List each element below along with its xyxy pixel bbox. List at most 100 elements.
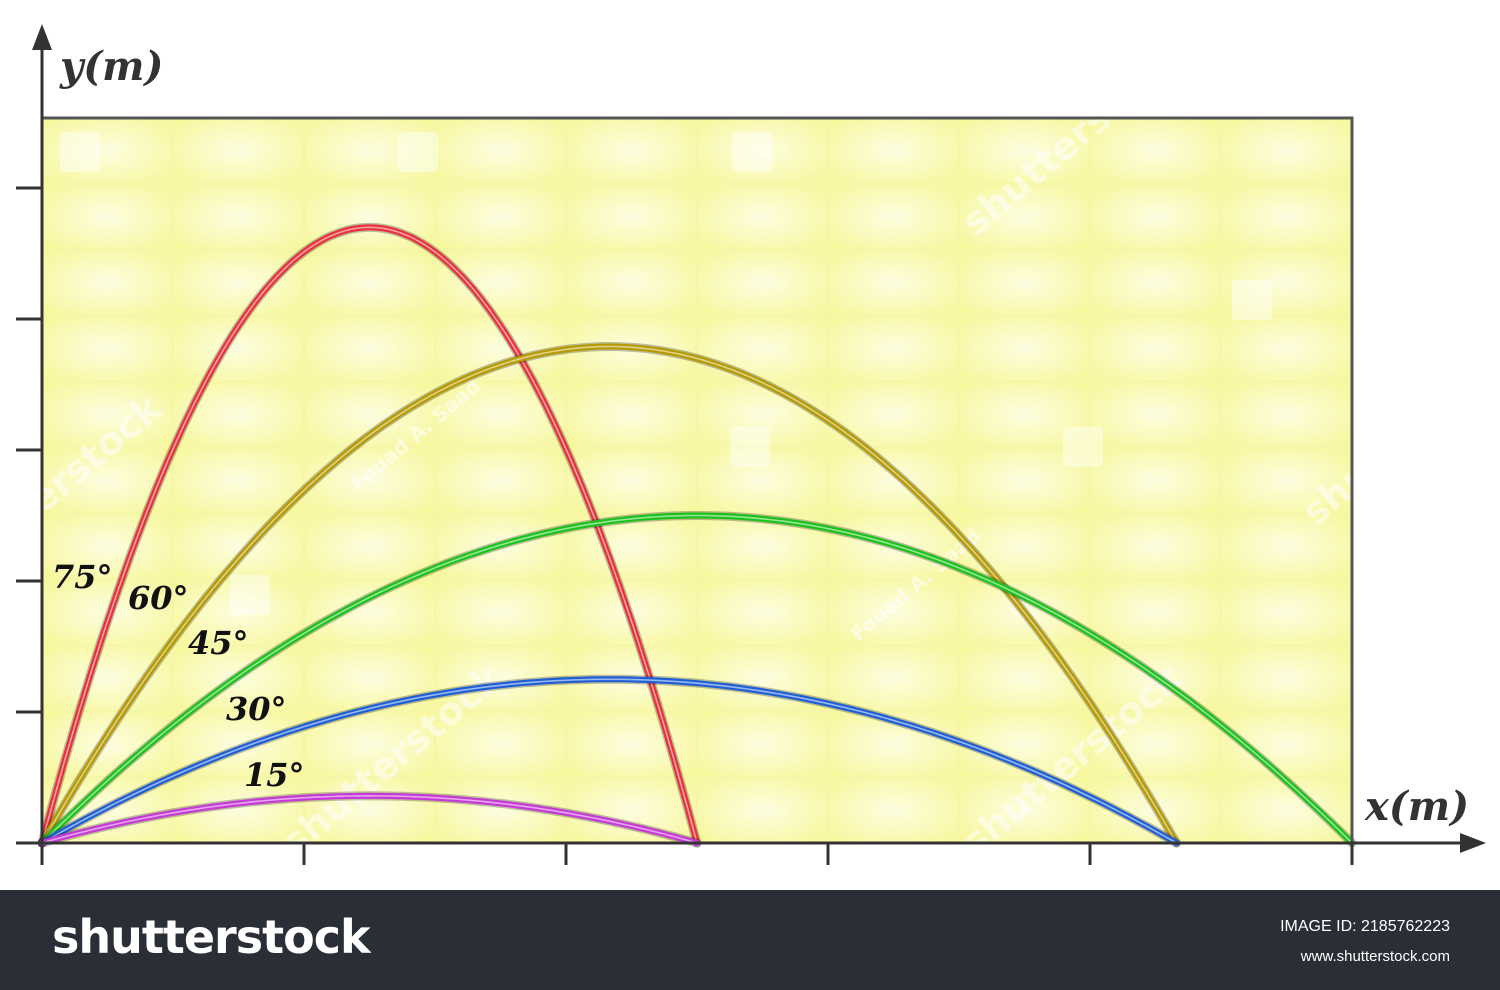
grid-tile (305, 250, 434, 315)
x-axis-arrow (1460, 833, 1486, 853)
grid-tile (305, 316, 434, 381)
grid-tile (1222, 119, 1351, 183)
watermark-logo-icon (1063, 427, 1103, 467)
grid-tile (960, 119, 1089, 183)
grid-tile (436, 646, 565, 711)
watermark-author: Fouad A. Saad (486, 0, 625, 86)
footer-image-id: IMAGE ID: 2185762223 (1280, 918, 1450, 935)
x-axis-title: x(m) (1364, 783, 1469, 830)
grid-tile (1222, 514, 1351, 579)
grid-tile (305, 778, 434, 842)
grid-tile (829, 184, 958, 249)
angle-labels: 75° 60° 45° 30° 15° (52, 558, 305, 794)
grid-tile (829, 119, 958, 183)
grid-tile (174, 448, 303, 513)
footer-bar: shutterstock IMAGE ID: 2185762223 www.sh… (0, 890, 1500, 990)
grid-tile (43, 119, 172, 183)
grid-tile (436, 382, 565, 447)
grid-tile (174, 184, 303, 249)
grid-tile (1091, 514, 1220, 579)
grid-tile (960, 514, 1089, 579)
grid-tile (436, 580, 565, 645)
angle-label-60: 60° (128, 579, 189, 617)
grid-tile (43, 316, 172, 381)
grid-tile (698, 119, 827, 183)
grid-tile (960, 316, 1089, 381)
grid-tile (436, 184, 565, 249)
grid-tile (1091, 448, 1220, 513)
grid-tile (698, 448, 827, 513)
watermark-logo-icon (60, 132, 100, 172)
grid-tile (1222, 250, 1351, 315)
grid-tile (960, 382, 1089, 447)
grid-tile (960, 448, 1089, 513)
grid-tile (1222, 448, 1351, 513)
axes (16, 24, 1486, 865)
grid-tile (436, 448, 565, 513)
grid-tile (43, 184, 172, 249)
grid-tile (829, 448, 958, 513)
trajectory-highlight-30 (41, 678, 1178, 844)
watermark-logo-icon (730, 427, 770, 467)
grid-tile (43, 514, 172, 579)
plot-frame (42, 116, 1354, 843)
footer-logo: shutterstock (52, 910, 371, 964)
grid-tile (174, 250, 303, 315)
grid-tile (1222, 184, 1351, 249)
watermark-logo-icon (230, 575, 270, 615)
y-axis-arrow (32, 24, 52, 50)
grid-tile (1222, 646, 1351, 711)
grid-tile (1091, 250, 1220, 315)
grid-tile (829, 316, 958, 381)
watermark-logo-icon (1232, 280, 1272, 320)
grid-tile (698, 580, 827, 645)
watermark-logo-icon (1400, 725, 1440, 765)
grid-tile (698, 184, 827, 249)
curves (37, 222, 1357, 848)
watermark-logo-icon (732, 132, 772, 172)
grid-tile (829, 646, 958, 711)
grid-tile (1222, 382, 1351, 447)
grid-tile (436, 712, 565, 777)
grid-tile (698, 316, 827, 381)
grid-tile (305, 514, 434, 579)
grid-tile (174, 119, 303, 183)
grid-tile (43, 382, 172, 447)
grid-tile (1222, 580, 1351, 645)
grid-tile (1222, 316, 1351, 381)
grid-tile (567, 119, 696, 183)
footer-site: www.shutterstock.com (1300, 948, 1450, 965)
grid-tile (829, 580, 958, 645)
grid-tile (43, 646, 172, 711)
grid-tile (698, 250, 827, 315)
grid-tile (1091, 580, 1220, 645)
grid-tile (1091, 712, 1220, 777)
watermark-logo-icon (398, 132, 438, 172)
angle-label-45: 45° (188, 624, 249, 662)
grid-tile (960, 184, 1089, 249)
grid-tile (1091, 119, 1220, 183)
trajectory-highlight-60 (41, 345, 1178, 844)
grid-tile (698, 778, 827, 842)
grid-tile (305, 580, 434, 645)
grid-tile (960, 646, 1089, 711)
grid-tile (567, 382, 696, 447)
grid-tile (567, 250, 696, 315)
y-axis-title: y(m) (59, 43, 163, 90)
angle-label-75: 75° (52, 558, 113, 596)
trajectory-highlight-45 (41, 514, 1353, 844)
grid-tile (567, 184, 696, 249)
grid-tile (43, 250, 172, 315)
grid-tile (1091, 382, 1220, 447)
angle-label-30: 30° (226, 690, 287, 728)
grid-tile (829, 250, 958, 315)
grid-tile (305, 448, 434, 513)
grid-tile (829, 778, 958, 842)
grid-tile (1091, 316, 1220, 381)
grid-tile (1222, 778, 1351, 842)
grid-tile (174, 514, 303, 579)
plot-background (42, 118, 1352, 843)
grid-tile (436, 119, 565, 183)
grid-tile (174, 382, 303, 447)
